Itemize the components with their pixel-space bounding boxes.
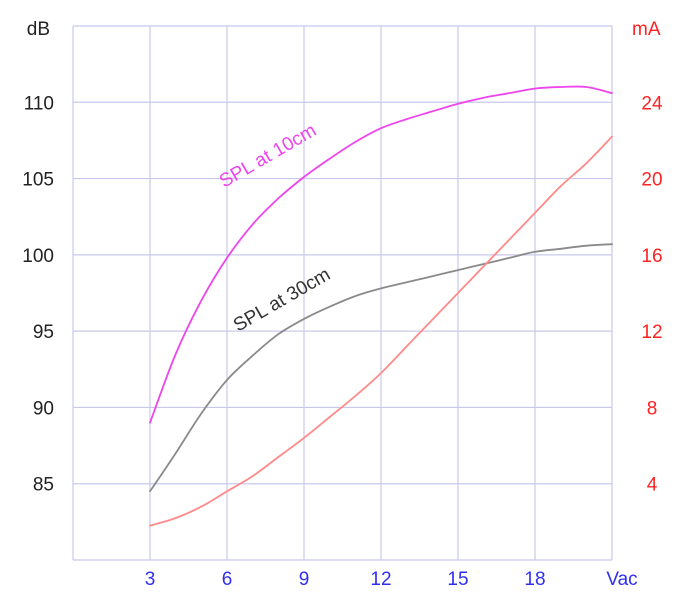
tick-labels: 3 6 9 12 15 18 85 90 95 100 105 110 4 8 12 16 20 24 (22, 93, 663, 590)
x-tick-label-3: 3 (145, 569, 156, 590)
left-tick-label-85: 85 (33, 475, 54, 496)
left-tick-label-105: 105 (22, 170, 54, 191)
grid (72, 25, 613, 561)
left-tick-label-110: 110 (24, 93, 54, 114)
right-tick-label-24: 24 (641, 93, 663, 114)
x-tick-label-9: 9 (299, 569, 310, 590)
x-tick-label-18: 18 (524, 569, 545, 590)
left-tick-label-100: 100 (22, 246, 54, 267)
right-tick-label-12: 12 (641, 322, 662, 343)
right-tick-label-4: 4 (647, 475, 658, 496)
series-line-spl-30cm (149, 243, 613, 493)
left-axis-unit: dB (27, 19, 50, 40)
x-tick-label-15: 15 (447, 569, 468, 590)
x-tick-label-6: 6 (222, 569, 233, 590)
series-line-current (149, 135, 613, 527)
right-tick-label-20: 20 (641, 170, 662, 191)
x-axis-unit: Vac (606, 569, 637, 590)
x-tick-label-12: 12 (370, 569, 391, 590)
right-tick-label-8: 8 (647, 398, 658, 419)
right-axis-unit: mA (632, 19, 661, 40)
series-line-spl-10cm (149, 85, 613, 424)
left-tick-label-90: 90 (33, 398, 54, 419)
series-label-spl-30cm: SPL at 30cm (230, 264, 334, 336)
right-tick-label-16: 16 (641, 246, 662, 267)
series-lines (149, 85, 613, 527)
left-tick-label-95: 95 (33, 322, 54, 343)
